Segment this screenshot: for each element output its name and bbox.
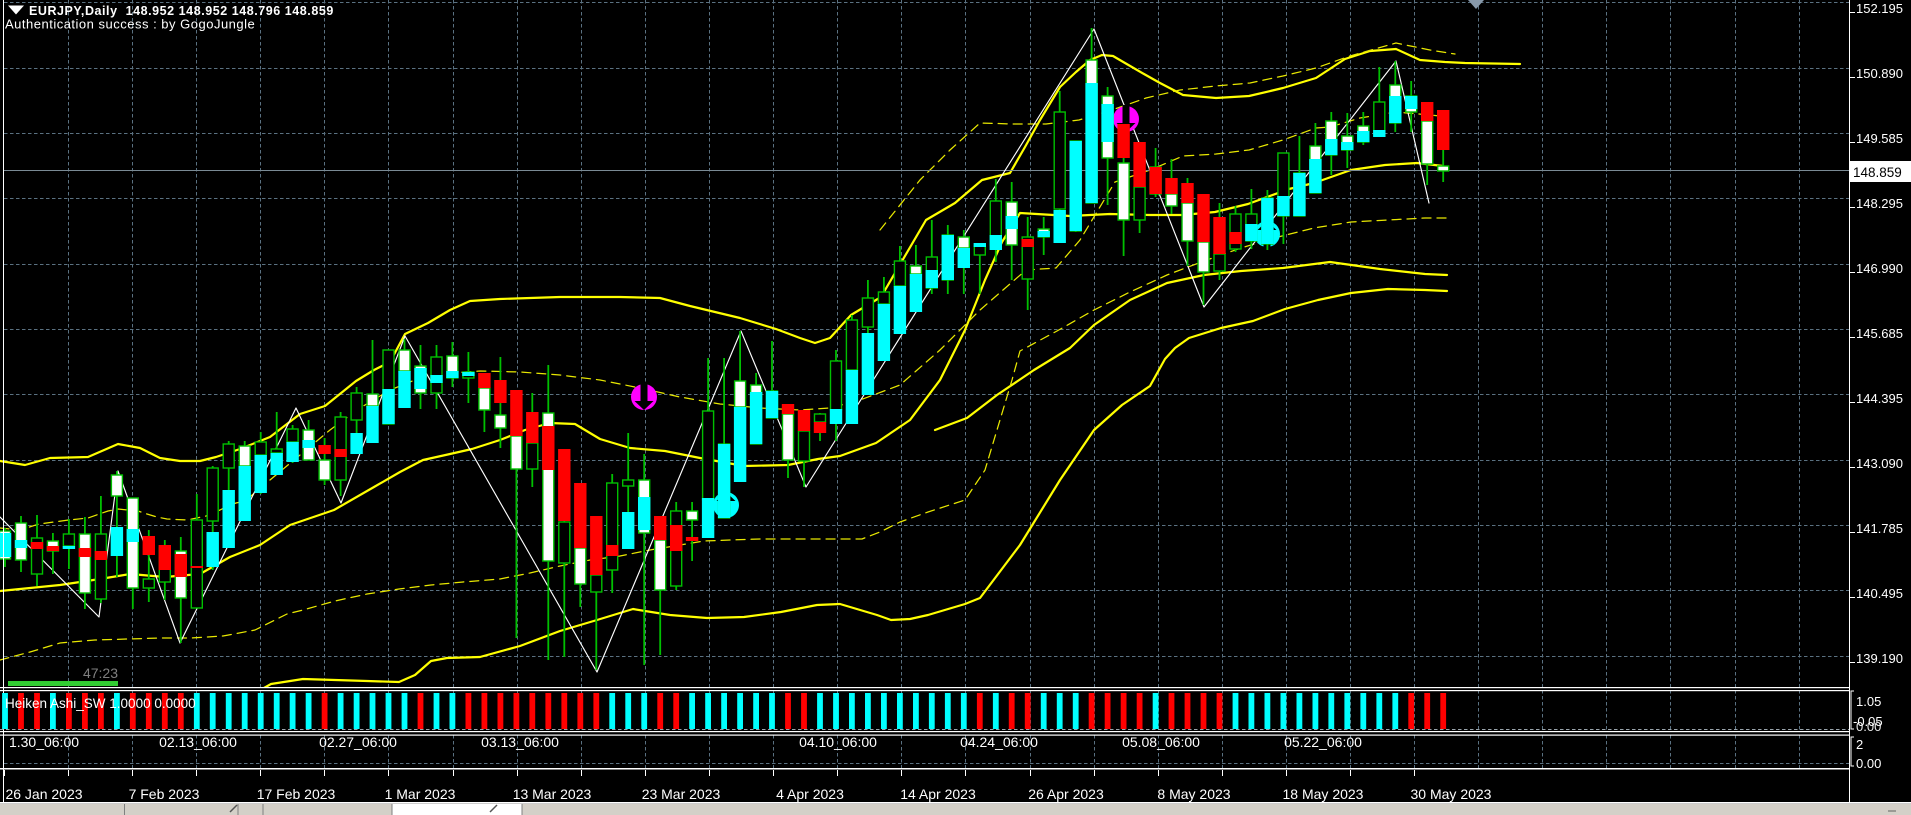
svg-text:4 Apr 2023: 4 Apr 2023 [776, 786, 844, 802]
svg-text:02.27_06:00: 02.27_06:00 [319, 734, 397, 750]
svg-text:26 Jan 2023: 26 Jan 2023 [5, 786, 82, 802]
svg-text:1.05: 1.05 [1856, 694, 1881, 709]
svg-text:0.00: 0.00 [1856, 756, 1881, 771]
svg-text:04.10_06:00: 04.10_06:00 [799, 734, 877, 750]
svg-text:1.30_06:00: 1.30_06:00 [9, 734, 79, 750]
svg-text:14 Apr 2023: 14 Apr 2023 [900, 786, 976, 802]
svg-text:Authentication success : by Go: Authentication success : by GogoJungle [5, 17, 255, 32]
svg-text:05.08_06:00: 05.08_06:00 [1122, 734, 1200, 750]
svg-text:148.295: 148.295 [1856, 196, 1903, 211]
svg-text:1 Mar 2023: 1 Mar 2023 [385, 786, 456, 802]
svg-text:18 May 2023: 18 May 2023 [1283, 786, 1364, 802]
svg-text:02.13_06:00: 02.13_06:00 [159, 734, 237, 750]
svg-text:146.990: 146.990 [1856, 261, 1903, 276]
svg-text:143.090: 143.090 [1856, 456, 1903, 471]
svg-text:EURJPY,Daily 148.952 148.952: EURJPY,Daily 148.952 148.952 148.796 148… [29, 4, 334, 18]
svg-text:148.859: 148.859 [1853, 165, 1902, 180]
svg-text:30 May 2023: 30 May 2023 [1411, 786, 1492, 802]
svg-text:23 Mar 2023: 23 Mar 2023 [642, 786, 721, 802]
svg-text:05.22_06:00: 05.22_06:00 [1284, 734, 1362, 750]
svg-text:-0.05: -0.05 [1853, 714, 1883, 729]
svg-text:144.395: 144.395 [1856, 391, 1903, 406]
svg-text:47:23: 47:23 [83, 665, 118, 681]
svg-text:145.685: 145.685 [1856, 326, 1903, 341]
svg-text:8 May 2023: 8 May 2023 [1157, 786, 1230, 802]
svg-text:17 Feb 2023: 17 Feb 2023 [257, 786, 336, 802]
svg-text:7 Feb 2023: 7 Feb 2023 [129, 786, 200, 802]
svg-text:Heiken Ashi_SW 1.0000 0.0000: Heiken Ashi_SW 1.0000 0.0000 [5, 696, 196, 711]
svg-text:13 Mar 2023: 13 Mar 2023 [513, 786, 592, 802]
svg-text:2: 2 [1856, 737, 1863, 752]
svg-text:26 Apr 2023: 26 Apr 2023 [1028, 786, 1104, 802]
svg-text:152.195: 152.195 [1856, 1, 1903, 16]
svg-text:03.13_06:00: 03.13_06:00 [481, 734, 559, 750]
svg-text:139.190: 139.190 [1856, 651, 1903, 666]
svg-text:150.890: 150.890 [1856, 66, 1903, 81]
svg-text:141.785: 141.785 [1856, 521, 1903, 536]
svg-text:04.24_06:00: 04.24_06:00 [960, 734, 1038, 750]
svg-text:140.495: 140.495 [1856, 586, 1903, 601]
svg-text:149.585: 149.585 [1856, 131, 1903, 146]
svg-text:0.00: 0.00 [1856, 719, 1881, 734]
